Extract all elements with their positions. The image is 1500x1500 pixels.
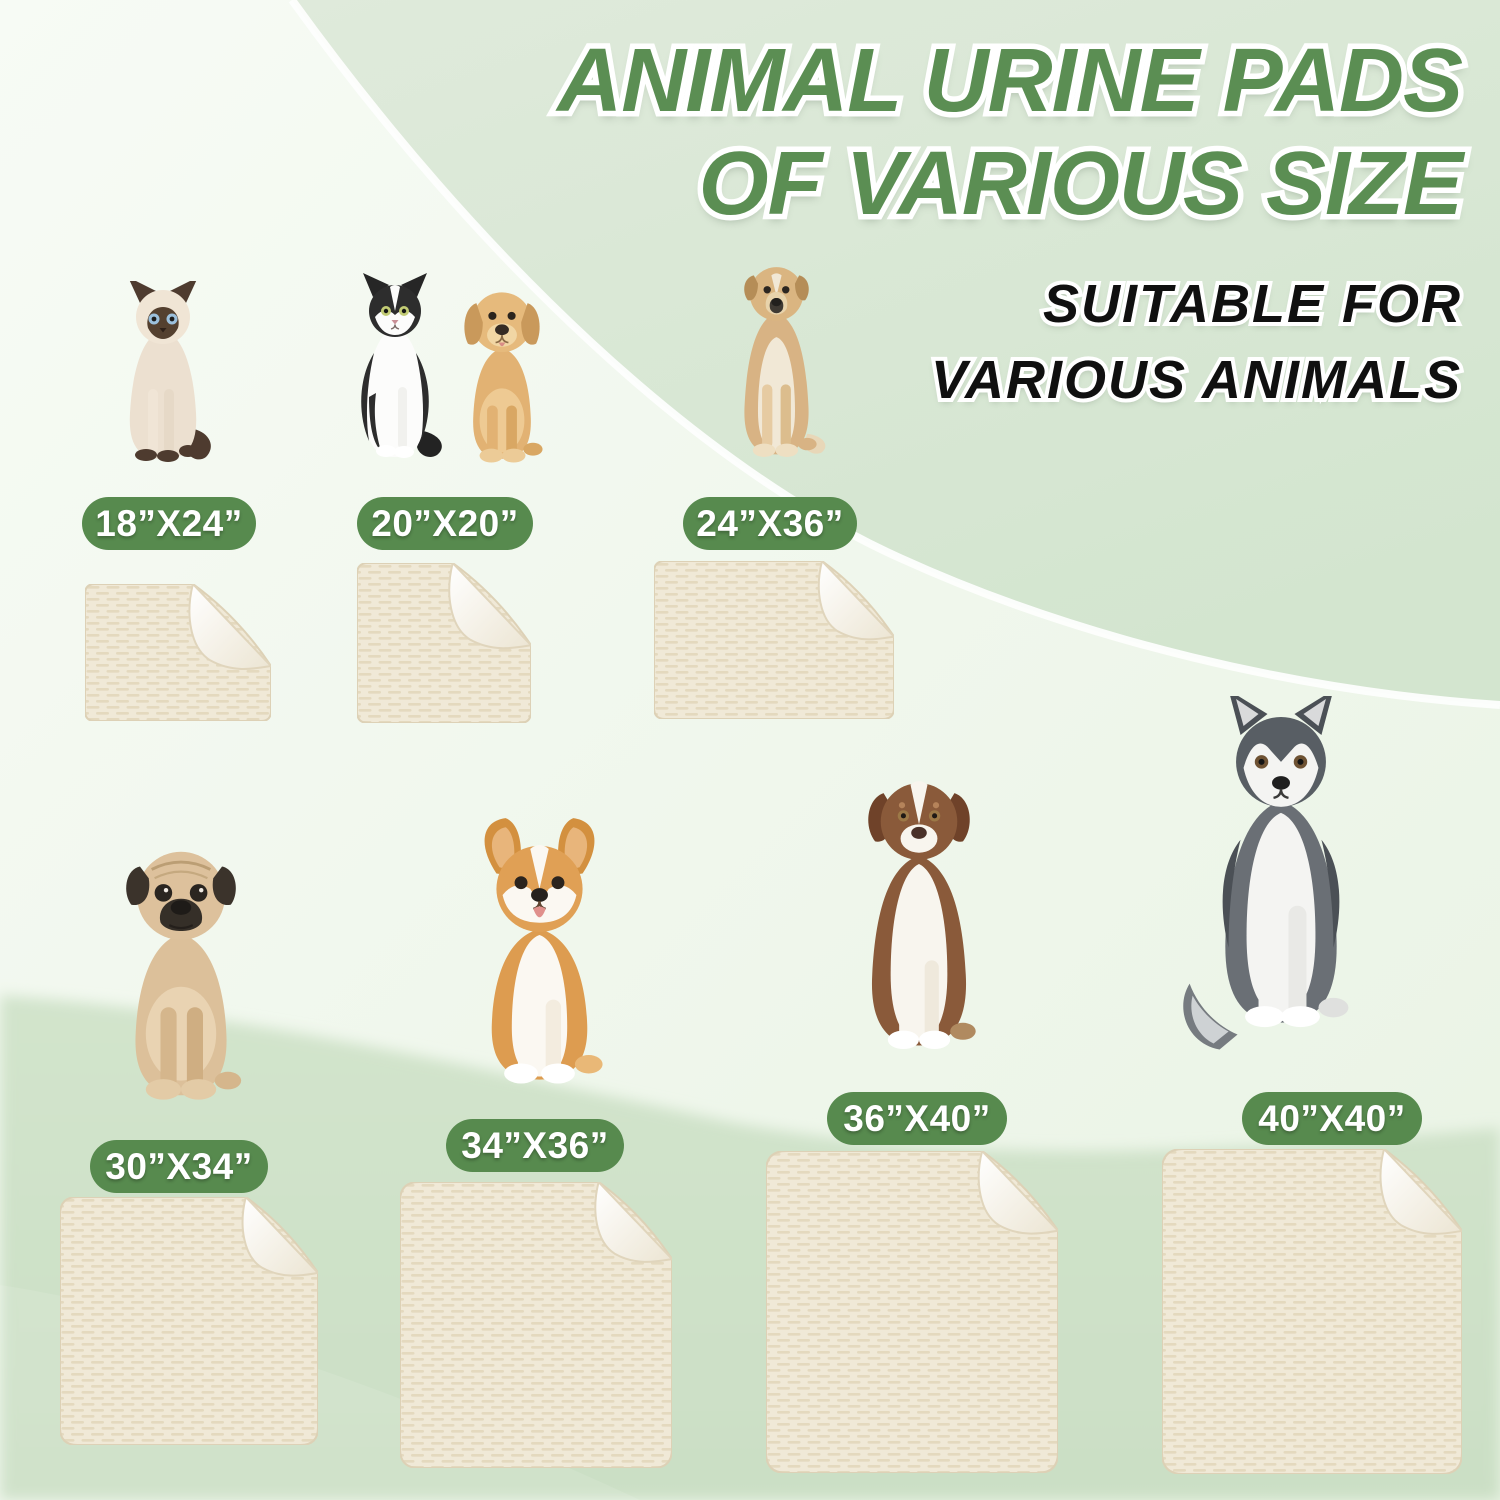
page-title-line1: ANIMAL URINE PADS [557, 30, 1463, 133]
pee-pad-image-18x24 [85, 584, 271, 721]
size-badge-30x34: 30”X34” [90, 1140, 268, 1193]
size-badge-40x40: 40”X40” [1242, 1092, 1422, 1145]
pee-pad-image-30x34 [60, 1197, 318, 1445]
size-badge-36x40: 36”X40” [827, 1092, 1007, 1145]
tuxedo-cat-and-labrador-puppy-photo [345, 266, 560, 478]
size-badge-20x20: 20”X20” [357, 497, 533, 550]
pee-pad-image-40x40 [1162, 1149, 1462, 1474]
labrador-puppy-photo [447, 286, 557, 478]
page-title-line2: OF VARIOUS SIZE [557, 133, 1463, 236]
corgi-photo [423, 815, 656, 1115]
pee-pad-image-36x40 [766, 1151, 1058, 1473]
page-subtitle: SUITABLE FOR VARIOUS ANIMALS [931, 266, 1462, 418]
size-badge-34x36: 34”X36” [446, 1119, 624, 1172]
australian-shepherd-photo [830, 762, 1008, 1088]
pug-photo [96, 843, 266, 1129]
size-badge-24x36: 24”X36” [683, 497, 857, 550]
page-subtitle-line2: VARIOUS ANIMALS [931, 342, 1462, 418]
siberian-husky-photo [1155, 696, 1407, 1078]
size-badge-18x24: 18”X24” [82, 497, 256, 550]
page-title: ANIMAL URINE PADS OF VARIOUS SIZE [557, 30, 1463, 236]
tan-mixed-breed-dog-photo [696, 261, 858, 477]
pee-pad-image-34x36 [400, 1182, 672, 1468]
siamese-cat-photo [104, 281, 222, 481]
pee-pad-image-24x36 [654, 561, 894, 719]
tuxedo-cat-photo [345, 272, 445, 478]
pee-pad-image-20x20 [357, 563, 531, 723]
page-subtitle-line1: SUITABLE FOR [931, 266, 1462, 342]
